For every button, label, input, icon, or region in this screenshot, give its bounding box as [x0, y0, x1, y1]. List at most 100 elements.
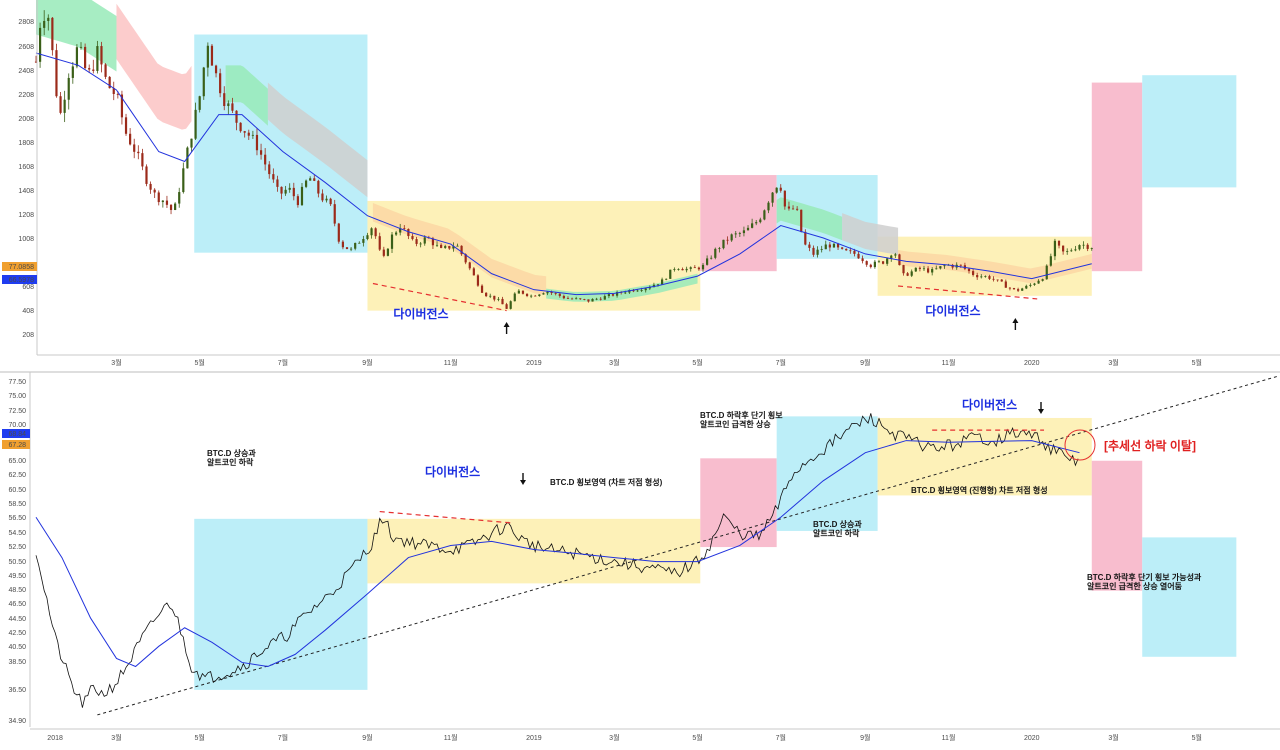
top-x-tick-11: 2020: [1024, 360, 1040, 367]
bottom-zone-5: [1091, 460, 1143, 591]
candle-body-100: [444, 246, 447, 248]
candle-body-8: [67, 77, 70, 100]
bottom-y-tick-0: 77.50: [8, 379, 26, 386]
candle-body-101: [448, 246, 451, 249]
candle-body-56: [264, 154, 267, 165]
candle-body-5: [55, 50, 58, 97]
candle-body-88: [395, 232, 398, 235]
candle-body-30: [157, 192, 160, 203]
candle-body-134: [583, 298, 586, 300]
candle-body-155: [669, 269, 672, 279]
candle-body-135: [587, 299, 590, 302]
bottom-arrow-down-2-head: [1038, 409, 1044, 414]
bottom-annotation-12: 알트코인 급격한 상승 열어둠: [1087, 581, 1183, 591]
candle-body-7: [63, 99, 66, 113]
candle-body-10: [75, 47, 79, 67]
candle-body-106: [468, 262, 471, 269]
candle-body-156: [673, 269, 676, 270]
candle-body-148: [640, 290, 643, 291]
candle-body-170: [730, 234, 733, 241]
candle-body-243: [1029, 284, 1032, 286]
candle-body-39: [194, 109, 197, 139]
candle-body-35: [178, 192, 181, 204]
candle-body-214: [910, 271, 913, 276]
candle-body-1: [38, 27, 42, 62]
candle-body-201: [857, 253, 860, 259]
candle-body-257: [1086, 244, 1089, 249]
candle-body-57: [268, 164, 271, 175]
top-x-tick-8: 7월: [776, 358, 786, 367]
top-badge-blue: [2, 275, 37, 284]
candle-body-63: [292, 187, 295, 197]
top-badge-orange: [2, 262, 37, 271]
candle-body-67: [309, 178, 312, 181]
candle-body-54: [255, 134, 259, 151]
candle-body-16: [100, 46, 103, 65]
candle-body-231: [980, 276, 983, 278]
bottom-y-tick-15: 46.50: [8, 601, 26, 608]
candle-body-43: [210, 45, 214, 66]
candle-body-73: [333, 204, 336, 224]
bottom-x-tick-0: 2018: [47, 735, 63, 742]
candle-body-256: [1082, 244, 1085, 246]
candle-body-250: [1057, 240, 1061, 246]
candle-body-195: [832, 243, 836, 248]
candle-body-32: [165, 200, 169, 205]
candle-body-123: [538, 294, 541, 297]
candle-body-185: [791, 208, 795, 210]
bottom-x-tick-6: 2019: [526, 735, 542, 742]
candle-body-2: [43, 20, 46, 28]
top-zone-6: [1142, 75, 1237, 188]
trend-break-circle: [1064, 429, 1096, 461]
candle-body-79: [358, 242, 361, 244]
candle-body-132: [575, 298, 578, 300]
candle-body-6: [59, 96, 62, 113]
candle-body-242: [1025, 285, 1028, 289]
candle-body-61: [284, 189, 287, 194]
candle-body-28: [149, 183, 152, 190]
candle-body-161: [693, 267, 696, 269]
candle-body-142: [615, 292, 619, 296]
candle-body-163: [701, 264, 705, 270]
candle-body-64: [296, 196, 299, 206]
candle-body-206: [877, 261, 881, 263]
candle-body-174: [746, 227, 750, 231]
candle-body-147: [636, 290, 639, 292]
bottom-zone-6: [1142, 537, 1237, 657]
top-candles: [34, 10, 1093, 310]
candle-body-228: [967, 268, 971, 272]
candle-body-124: [542, 293, 545, 295]
candle-body-145: [628, 290, 631, 293]
cloud-orange-1: [372, 203, 547, 295]
bottom-annotation-2: 다이버전스: [425, 464, 480, 479]
candle-body-255: [1078, 245, 1081, 250]
bottom-zones: [194, 416, 1237, 690]
candle-body-191: [816, 249, 819, 255]
candle-body-60: [280, 186, 283, 194]
candle-body-157: [677, 269, 680, 270]
candle-body-128: [558, 293, 561, 296]
candle-body-22: [124, 117, 128, 134]
bottom-arrow-down-1-head: [520, 480, 526, 485]
bottom-x-tick-4: 9월: [362, 733, 372, 742]
candle-body-50: [239, 122, 242, 132]
candle-body-171: [734, 233, 737, 235]
candle-body-120: [525, 293, 529, 296]
candle-body-65: [300, 186, 304, 206]
bottom-y-tick-6: 62.50: [8, 472, 26, 479]
candle-body-169: [726, 239, 729, 241]
candle-body-212: [902, 265, 905, 274]
bottom-y-tick-18: 40.50: [8, 644, 26, 651]
top-x-tick-12: 3월: [1108, 358, 1118, 367]
bottom-y-tick-5: 65.00: [8, 458, 26, 465]
candle-body-59: [276, 179, 279, 187]
candle-body-72: [329, 198, 332, 205]
top-x-tick-9: 9월: [860, 358, 870, 367]
candle-body-83: [374, 228, 377, 237]
candle-body-103: [456, 245, 459, 247]
top-y-tick-6: 1608: [18, 164, 34, 171]
bottom-y-tick-10: 54.50: [8, 530, 26, 537]
candle-body-183: [783, 190, 786, 207]
bottom-y-tick-19: 38.50: [8, 659, 26, 666]
candle-body-44: [214, 65, 218, 74]
